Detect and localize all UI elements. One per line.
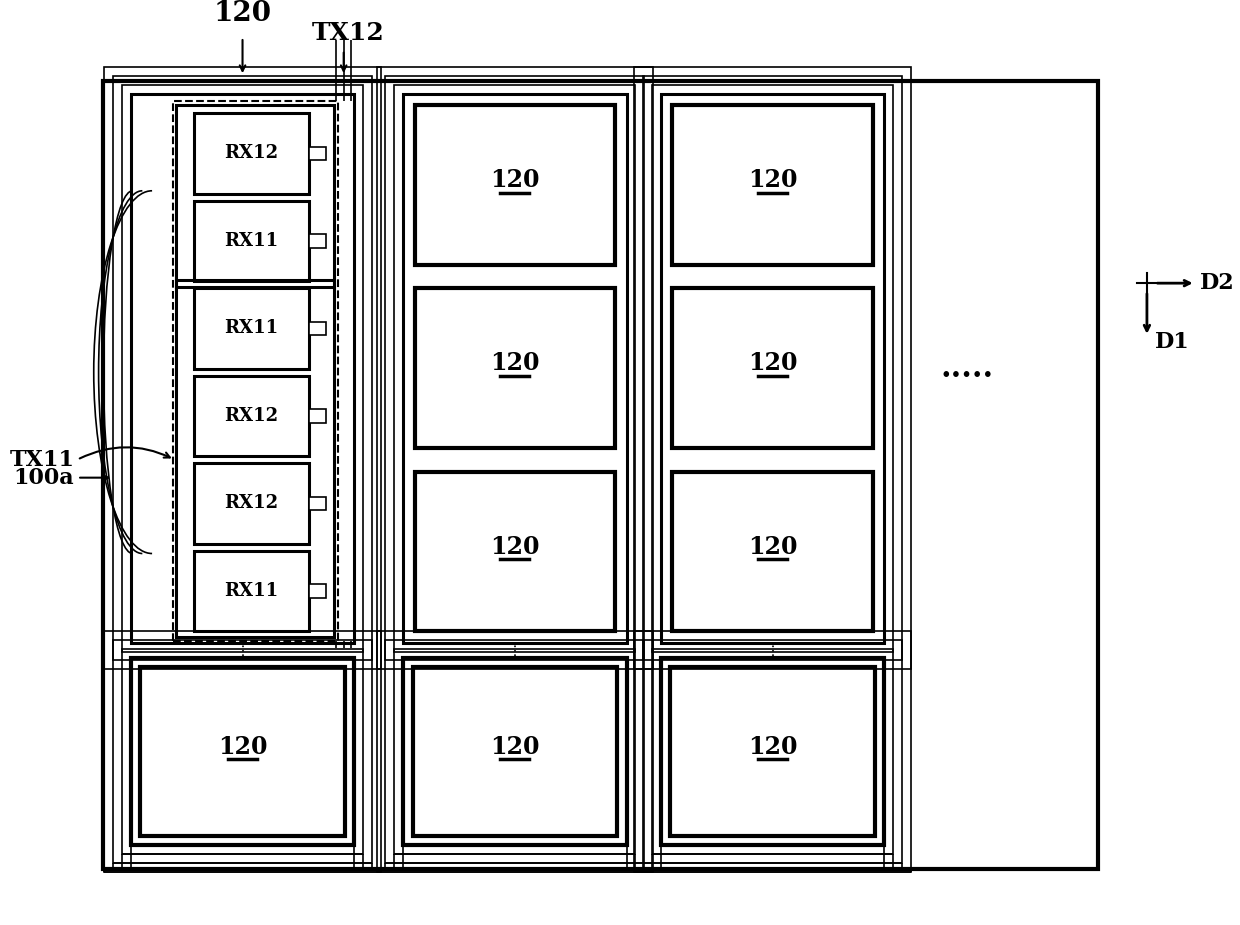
Bar <box>309 497 326 511</box>
Text: .....: ..... <box>940 352 993 384</box>
Text: 120: 120 <box>748 352 797 376</box>
Text: RX11: RX11 <box>224 319 278 338</box>
Bar <box>644 640 901 863</box>
Bar <box>672 289 873 449</box>
Bar <box>193 288 309 369</box>
Text: D2: D2 <box>1200 272 1235 294</box>
Bar <box>113 76 372 660</box>
Bar <box>193 113 309 193</box>
Text: 120: 120 <box>490 535 539 559</box>
Bar <box>130 93 355 643</box>
Bar <box>394 85 635 652</box>
Bar <box>671 667 874 835</box>
Bar <box>193 550 309 631</box>
Bar <box>193 376 309 456</box>
Text: 120: 120 <box>213 0 272 28</box>
Bar <box>403 93 626 643</box>
Text: 120: 120 <box>490 168 539 192</box>
Bar <box>176 280 334 637</box>
Bar <box>309 234 326 248</box>
Bar <box>104 68 381 670</box>
Bar <box>652 85 893 652</box>
Bar <box>414 105 615 265</box>
Text: RX12: RX12 <box>224 144 278 163</box>
Bar <box>652 648 893 854</box>
Bar <box>172 102 337 641</box>
Bar <box>644 76 901 660</box>
Bar <box>403 658 626 845</box>
Bar <box>113 640 372 863</box>
Text: TX12: TX12 <box>312 21 384 45</box>
Bar <box>414 289 615 449</box>
Text: 120: 120 <box>490 352 539 376</box>
Bar <box>193 201 309 281</box>
Text: 120: 120 <box>748 168 797 192</box>
Bar <box>309 585 326 598</box>
Bar <box>130 658 355 845</box>
Bar <box>176 105 334 287</box>
Text: D1: D1 <box>1154 330 1189 352</box>
Bar <box>672 105 873 265</box>
Bar <box>309 322 326 335</box>
Text: RX11: RX11 <box>224 232 278 250</box>
Bar <box>122 648 363 854</box>
Bar <box>386 76 644 660</box>
Text: 120: 120 <box>218 734 268 758</box>
Text: 100a: 100a <box>14 466 74 488</box>
Bar <box>672 472 873 631</box>
Text: RX12: RX12 <box>224 495 278 512</box>
Bar <box>661 658 884 845</box>
Bar <box>104 631 381 871</box>
Text: TX11: TX11 <box>9 449 74 471</box>
Text: 120: 120 <box>748 535 797 559</box>
Text: 120: 120 <box>490 734 539 758</box>
Bar <box>193 463 309 544</box>
Bar <box>309 409 326 423</box>
Text: RX12: RX12 <box>224 407 278 425</box>
Bar <box>413 667 618 835</box>
Bar <box>122 85 363 652</box>
Bar <box>635 631 910 871</box>
Bar <box>394 648 635 854</box>
Text: 120: 120 <box>748 734 797 758</box>
Bar <box>386 640 644 863</box>
Bar <box>377 631 653 871</box>
Bar <box>661 93 884 643</box>
Text: RX11: RX11 <box>224 582 278 600</box>
Bar <box>377 68 653 670</box>
Bar <box>103 80 1099 869</box>
Bar <box>140 667 345 835</box>
Bar <box>635 68 910 670</box>
Bar <box>309 146 326 160</box>
Bar <box>414 472 615 631</box>
